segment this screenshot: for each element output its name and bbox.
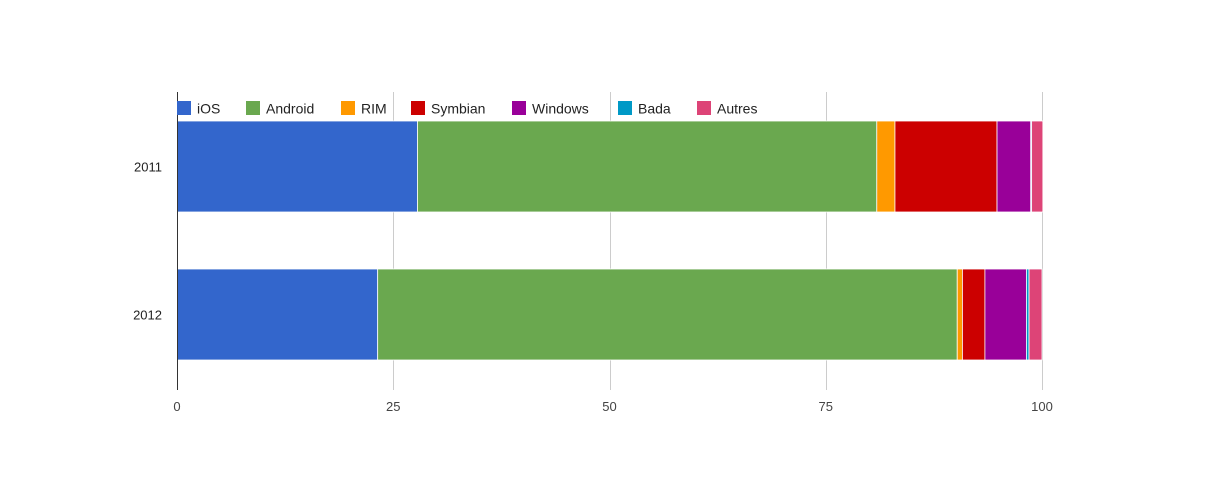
x-tick-label: 75 [819, 399, 833, 414]
legend-label: Symbian [431, 101, 485, 117]
bar-segment[interactable] [876, 120, 896, 213]
legend-label: Windows [532, 101, 589, 117]
bar-segment[interactable] [176, 268, 379, 361]
legend-swatch [341, 101, 355, 115]
legend-label: Autres [717, 101, 757, 117]
legend-label: Bada [638, 101, 671, 117]
x-tick-label: 100 [1031, 399, 1053, 414]
category-labels: 2011 2012 [133, 160, 162, 323]
legend-swatch [618, 101, 632, 115]
bar-segment[interactable] [1031, 120, 1044, 213]
legend-swatch [411, 101, 425, 115]
x-tick-label: 25 [386, 399, 400, 414]
category-label: 2011 [134, 160, 162, 175]
legend-item[interactable]: Symbian [411, 101, 485, 117]
bar-segment[interactable] [962, 268, 986, 361]
legend-item[interactable]: iOS [177, 101, 220, 117]
x-axis-ticks: 0 25 50 75 100 [173, 399, 1052, 414]
bar-segment[interactable] [176, 120, 418, 213]
legend-item[interactable]: RIM [341, 101, 387, 117]
bar-segment[interactable] [984, 268, 1027, 361]
bar-segment[interactable] [956, 268, 963, 361]
legend-item[interactable]: Android [246, 101, 314, 117]
bar-segment[interactable] [894, 120, 998, 213]
legend-label: iOS [197, 101, 220, 117]
legend-label: RIM [361, 101, 387, 117]
legend-swatch [697, 101, 711, 115]
legend-swatch [246, 101, 260, 115]
legend-label: Android [266, 101, 314, 117]
legend-swatch [177, 101, 191, 115]
x-tick-label: 50 [602, 399, 616, 414]
bars [176, 120, 1044, 361]
bar-segment[interactable] [996, 120, 1032, 213]
category-label: 2012 [133, 308, 162, 323]
bar-segment[interactable] [377, 268, 958, 361]
bar-segment[interactable] [1028, 268, 1043, 361]
legend-item[interactable]: Autres [697, 101, 757, 117]
legend: iOS Android RIM Symbian Windows Bada Autres [177, 101, 757, 117]
legend-swatch [512, 101, 526, 115]
legend-item[interactable]: Windows [512, 101, 589, 117]
x-tick-label: 0 [173, 399, 180, 414]
bar-segment[interactable] [417, 120, 878, 213]
legend-item[interactable]: Bada [618, 101, 671, 117]
